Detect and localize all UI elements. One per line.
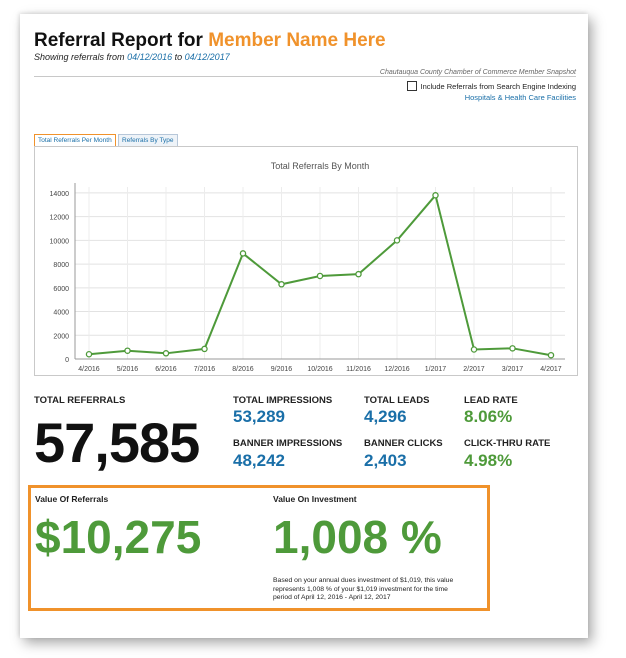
y-tick-label: 2000 — [53, 333, 69, 340]
data-point — [547, 351, 555, 359]
data-point — [470, 346, 478, 353]
x-tick-label: 2/2017 — [463, 366, 485, 373]
referrals-chart: Total Referrals By Month 0 2000 4000 6000 800… — [34, 146, 578, 376]
date-range: Showing referrals from 04/12/2016 to 04/… — [34, 52, 230, 62]
org-name: Chautauqua County Chamber of Commerce Me… — [379, 69, 576, 76]
lead-rate-label: LEAD RATE — [464, 395, 518, 406]
x-tick-label: 4/2017 — [540, 366, 562, 373]
data-point — [201, 345, 208, 353]
value-box: Value Of Referrals $10,275 Value On Inve… — [28, 485, 490, 611]
data-point — [316, 272, 324, 280]
y-tick-label: 12000 — [50, 215, 70, 222]
banner-impressions-value: 48,242 — [233, 451, 285, 470]
investment-note: Based on your annual dues investment of … — [273, 577, 454, 602]
date-from: 04/12/2016 — [127, 52, 173, 62]
value-on-investment: 1,008 % — [273, 511, 442, 563]
title-prefix: Referral Report for — [34, 30, 203, 51]
chart-title: Total Referrals By Month — [271, 161, 370, 171]
chart-svg: Total Referrals By Month 0 2000 4000 6000 800… — [50, 161, 565, 373]
subtitle-prefix: Showing referrals from — [34, 52, 125, 62]
total-referrals-value: 57,585 — [34, 411, 200, 474]
page-title: Referral Report for Member Name Here — [34, 30, 386, 52]
total-referrals-label: TOTAL REFERRALS — [34, 395, 126, 406]
x-tick-label: 9/2016 — [271, 366, 293, 373]
data-point — [124, 347, 131, 354]
click-thru-rate-label: CLICK-THRU RATE — [464, 438, 551, 449]
member-name: Member Name Here — [208, 30, 386, 51]
data-point — [239, 250, 247, 257]
divider — [34, 76, 576, 77]
lead-rate-value: 8.06% — [464, 407, 513, 426]
total-leads-value: 4,296 — [364, 407, 407, 426]
x-tick-label: 1/2017 — [425, 366, 447, 373]
data-point — [278, 281, 285, 288]
include-search-checkbox[interactable] — [407, 81, 418, 91]
x-tick-label: 3/2017 — [502, 366, 524, 373]
y-tick-label: 10000 — [50, 238, 70, 245]
x-tick-label: 11/2016 — [346, 366, 371, 373]
include-search-label: Include Referrals from Search Engine Ind… — [420, 81, 576, 91]
click-thru-rate-value: 4.98% — [464, 451, 513, 470]
y-tick-label: 8000 — [53, 262, 69, 269]
x-tick-label: 10/2016 — [307, 366, 332, 373]
date-to: 04/12/2017 — [184, 52, 230, 62]
x-tick-label: 8/2016 — [232, 366, 254, 373]
x-tick-label: 6/2016 — [155, 366, 177, 373]
banner-clicks-value: 2,403 — [364, 451, 407, 470]
category-link[interactable]: Hospitals & Health Care Facilities — [464, 93, 576, 102]
x-tick-label: 4/2016 — [78, 366, 100, 373]
y-tick-label: 0 — [65, 357, 69, 364]
y-tick-label: 4000 — [53, 310, 69, 317]
subtitle-to: to — [174, 52, 183, 62]
x-tick-label: 5/2016 — [117, 366, 139, 373]
value-of-referrals-label: Value Of Referrals — [35, 494, 109, 504]
total-leads-label: TOTAL LEADS — [364, 395, 430, 406]
data-point — [85, 351, 93, 358]
data-point — [162, 350, 170, 357]
data-point — [432, 192, 439, 199]
data-point — [393, 237, 401, 244]
y-tick-label: 6000 — [53, 286, 69, 293]
banner-clicks-label: BANNER CLICKS — [364, 438, 443, 449]
value-on-investment-label: Value On Investment — [273, 494, 357, 504]
total-impressions-value: 53,289 — [233, 407, 285, 426]
data-point — [509, 345, 516, 352]
y-tick-label: 14000 — [50, 191, 70, 198]
x-tick-label: 7/2016 — [194, 366, 216, 373]
total-impressions-label: TOTAL IMPRESSIONS — [233, 395, 333, 406]
banner-impressions-label: BANNER IMPRESSIONS — [233, 438, 343, 449]
x-tick-label: 12/2016 — [384, 366, 409, 373]
value-of-referrals: $10,275 — [35, 511, 202, 563]
report-card: Referral Report for Member Name Here Sho… — [20, 14, 588, 638]
include-search-row: Include Referrals from Search Engine Ind… — [407, 81, 576, 91]
data-point — [355, 270, 362, 278]
